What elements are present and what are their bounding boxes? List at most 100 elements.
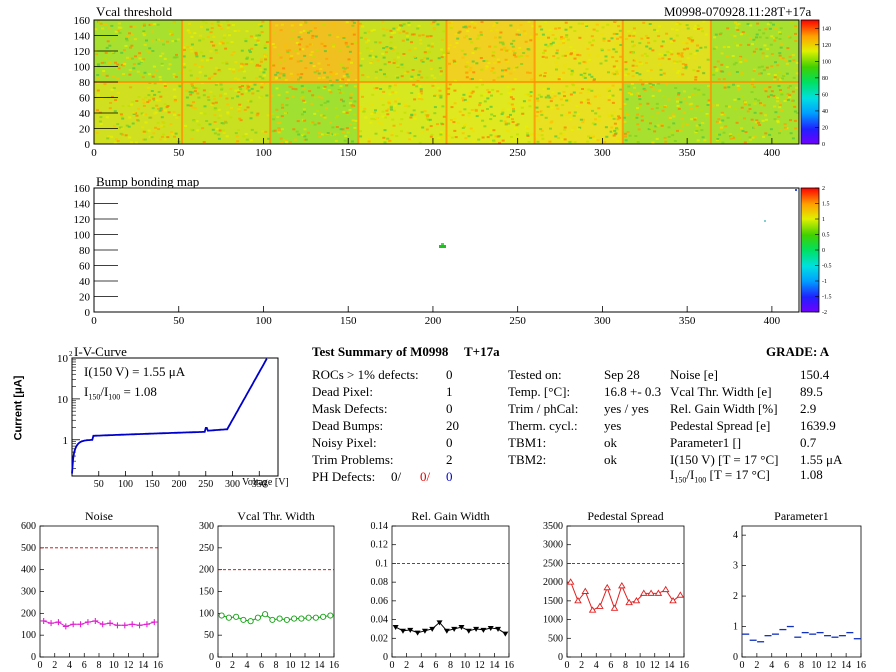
vcal-pixel-speck (132, 67, 136, 70)
vcal-pixel-speck (528, 99, 532, 102)
vcal-pixel-speck (653, 40, 657, 43)
vcal-pixel-speck (680, 52, 684, 55)
vcal-pixel-speck (657, 25, 661, 28)
vcal-pixel-speck (676, 105, 680, 107)
vcal-pixel-speck (138, 57, 142, 60)
vcal-pixel-speck (432, 28, 436, 31)
z-tick-label: 40 (822, 109, 828, 115)
vcal-pixel-speck (516, 29, 520, 32)
vcal-pixel-speck (651, 94, 655, 97)
vcal-pixel-speck (587, 101, 590, 104)
mini-x-tick-label: 10 (811, 660, 821, 671)
vcal-roc-block (534, 82, 623, 144)
vcal-pixel-speck (146, 101, 150, 104)
vcal-pixel-speck (147, 50, 151, 53)
vcal-pixel-speck (607, 87, 611, 90)
vcal-pixel-speck (590, 75, 594, 78)
vcal-pixel-speck (556, 107, 560, 110)
vcal-pixel-speck (303, 101, 307, 104)
vcal-pixel-speck (770, 53, 774, 55)
vcal-pixel-speck (329, 71, 333, 74)
vcal-pixel-speck (531, 133, 535, 136)
vcal-pixel-speck (328, 34, 332, 37)
vcal-pixel-speck (351, 20, 355, 23)
vcal-pixel-speck (663, 136, 667, 139)
vcal-pixel-speck (636, 92, 640, 95)
vcal-pixel-speck (673, 140, 677, 142)
vcal-pixel-speck (418, 85, 422, 88)
vcal-pixel-speck (453, 46, 457, 48)
vcal-pixel-speck (241, 68, 245, 71)
vcal-pixel-speck (486, 97, 490, 100)
vcal-pixel-speck (166, 136, 170, 139)
vcal-pixel-speck (139, 73, 143, 76)
vcal-pixel-speck (211, 102, 215, 105)
vcal-pixel-speck (494, 135, 498, 138)
vcal-pixel-speck (317, 77, 321, 80)
mini-y-tick-label: 3500 (543, 521, 563, 532)
vcal-pixel-speck (755, 33, 759, 36)
vcal-pixel-speck (438, 89, 442, 92)
vcal-pixel-speck (301, 91, 305, 94)
vcal-pixel-speck (95, 131, 99, 134)
summary-left-value: 2 (446, 452, 453, 467)
vcal-pixel-speck (306, 131, 310, 134)
vcal-pixel-speck (344, 43, 348, 46)
vcal-pixel-speck (486, 136, 490, 139)
vcal-pixel-speck (340, 98, 343, 101)
vcal-pixel-speck (390, 108, 394, 111)
vcal-pixel-speck (380, 122, 384, 125)
vcal-pixel-speck (592, 79, 596, 82)
vcal-pixel-speck (780, 109, 784, 112)
z-tick-label: -1 (822, 279, 827, 285)
vcal-pixel-speck (166, 105, 170, 107)
vcal-pixel-speck (342, 36, 346, 39)
vcal-pixel-speck (189, 104, 193, 107)
vcal-pixel-speck (447, 50, 450, 53)
vcal-pixel-speck (619, 108, 623, 110)
vcal-pixel-speck (221, 61, 225, 64)
vcal-pixel-speck (492, 51, 496, 54)
vcal-pixel-speck (158, 99, 161, 102)
vcal-pixel-speck (107, 135, 111, 138)
ratio-row-i: I (670, 467, 675, 482)
vcal-pixel-speck (689, 52, 693, 55)
vcal-pixel-speck (794, 66, 798, 69)
vcal-pixel-speck (262, 71, 266, 74)
vcal-pixel-speck (438, 67, 442, 69)
vcal-pixel-speck (508, 92, 512, 95)
vcal-pixel-speck (477, 47, 481, 50)
vcal-pixel-speck (457, 31, 461, 34)
vcal-pixel-speck (629, 51, 633, 54)
vcal-pixel-speck (788, 60, 792, 63)
vcal-pixel-speck (568, 141, 572, 144)
vcal-pixel-speck (170, 33, 174, 36)
vcal-pixel-speck (211, 128, 215, 131)
vcal-pixel-speck (346, 45, 350, 48)
mini-y-tick-label: 300 (21, 587, 36, 598)
vcal-pixel-speck (624, 68, 628, 71)
vcal-pixel-speck (266, 114, 270, 117)
y-tick-label: 160 (74, 15, 91, 27)
vcal-pixel-speck (527, 20, 531, 23)
vcal-pixel-speck (609, 130, 613, 133)
vcal-pixel-speck (563, 97, 567, 100)
vcal-pixel-speck (707, 99, 711, 102)
vcal-pixel-speck (359, 130, 363, 133)
vcal-pixel-speck (689, 107, 693, 110)
vcal-pixel-speck (220, 88, 224, 91)
vcal-pixel-speck (382, 56, 386, 59)
vcal-pixel-speck (561, 104, 565, 106)
vcal-pixel-speck (680, 117, 684, 120)
vcal-pixel-speck (145, 39, 148, 42)
mini-x-tick-label: 8 (623, 660, 628, 671)
vcal-pixel-speck (619, 88, 623, 91)
vcal-pixel-speck (672, 67, 676, 70)
vcal-pixel-speck (317, 122, 321, 125)
vcal-pixel-speck (491, 67, 495, 70)
vcal-pixel-speck (520, 55, 524, 57)
vcal-pixel-speck (382, 90, 386, 93)
vcal-pixel-speck (376, 59, 380, 62)
vcal-pixel-speck (529, 39, 533, 42)
vcal-pixel-speck (250, 111, 254, 114)
